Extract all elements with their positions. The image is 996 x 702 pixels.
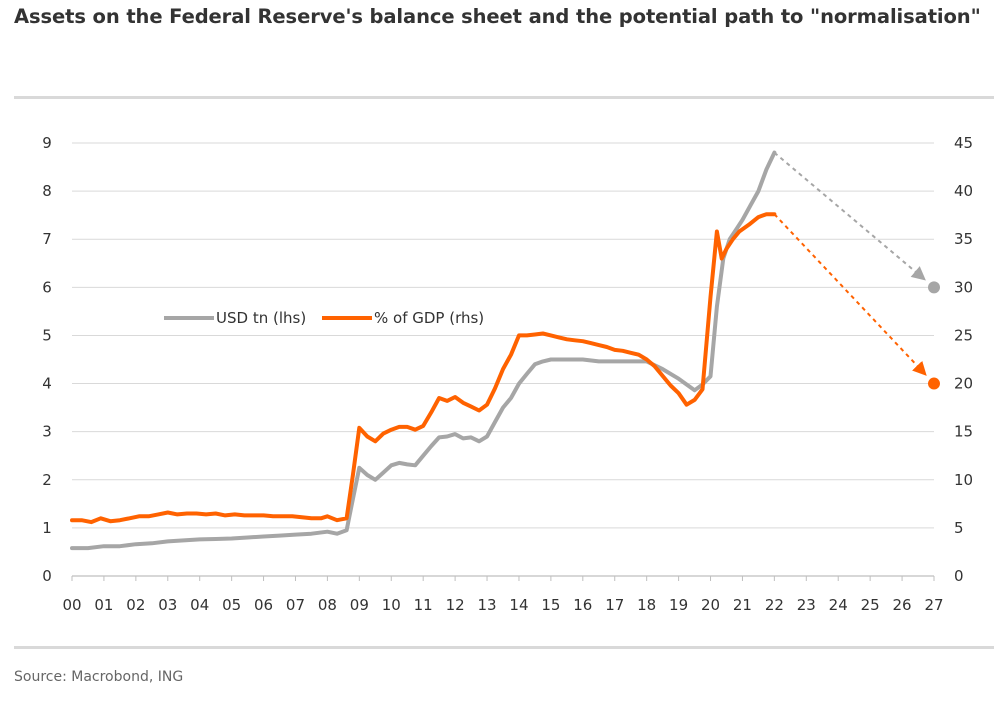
- x-tick-label: 08: [318, 596, 337, 614]
- source-note: Source: Macrobond, ING: [14, 669, 184, 685]
- left-tick-label: 6: [42, 278, 52, 296]
- left-tick-label: 0: [42, 567, 52, 585]
- right-tick-label: 5: [954, 519, 964, 537]
- left-tick-label: 5: [42, 326, 52, 344]
- series-lines: [70, 150, 777, 551]
- right-axis-ticks: 0 5 10 15 20 25 30 35 40 45: [954, 134, 973, 585]
- projection-arrow-usd: [773, 151, 926, 281]
- x-tick-label: 11: [414, 596, 433, 614]
- projections: [773, 151, 940, 390]
- x-tick-label: 05: [222, 596, 241, 614]
- x-tick-label: 18: [637, 596, 656, 614]
- x-tick-label: 25: [861, 596, 880, 614]
- grid-lines: [72, 142, 934, 529]
- x-tick-label: 21: [733, 596, 752, 614]
- chart-title: Assets on the Federal Reserve's balance …: [14, 5, 981, 28]
- x-tick-label: 00: [62, 596, 81, 614]
- x-tick-label: 14: [509, 596, 528, 614]
- x-tick-label: 27: [924, 596, 943, 614]
- projection-point-usd: [928, 281, 940, 294]
- legend-label-gdp: % of GDP (rhs): [374, 309, 484, 327]
- right-tick-label: 0: [954, 567, 964, 585]
- x-tick-label: 02: [126, 596, 145, 614]
- legend-label-usd: USD tn (lhs): [216, 309, 306, 327]
- right-tick-label: 20: [954, 375, 973, 393]
- x-tick-label: 24: [829, 596, 848, 614]
- x-tick-label: 15: [541, 596, 560, 614]
- x-axis-ticks: 00 01 02 03 04 05 06 07 08 09 10 11 12 13 14 15 16 17 18 19…: [62, 576, 944, 614]
- right-tick-label: 45: [954, 134, 973, 152]
- x-tick-label: 06: [254, 596, 273, 614]
- left-axis-ticks: 0 1 2 3 4 5 6 7 8 9: [42, 134, 52, 585]
- x-tick-label: 13: [477, 596, 496, 614]
- x-tick-label: 03: [158, 596, 177, 614]
- top-divider: [14, 96, 994, 99]
- left-tick-label: 3: [42, 423, 52, 441]
- right-tick-label: 40: [954, 182, 973, 200]
- legend: USD tn (lhs) % of GDP (rhs): [164, 309, 484, 327]
- projection-arrow-gdp: [773, 213, 927, 376]
- x-tick-label: 07: [286, 596, 305, 614]
- left-tick-label: 7: [42, 230, 52, 248]
- projection-point-gdp: [928, 377, 940, 390]
- bottom-divider: [14, 646, 994, 649]
- right-tick-label: 10: [954, 471, 973, 489]
- left-tick-label: 1: [42, 519, 52, 537]
- x-tick-label: 16: [573, 596, 592, 614]
- left-tick-label: 4: [42, 375, 52, 393]
- x-tick-label: 12: [446, 596, 465, 614]
- x-tick-label: 23: [797, 596, 816, 614]
- x-tick-label: 26: [893, 596, 912, 614]
- x-tick-label: 01: [94, 596, 113, 614]
- x-tick-label: 04: [190, 596, 209, 614]
- x-tick-label: 19: [669, 596, 688, 614]
- left-tick-label: 9: [42, 134, 52, 152]
- x-tick-label: 10: [382, 596, 401, 614]
- x-tick-label: 09: [350, 596, 369, 614]
- series-line-usd: [70, 150, 777, 551]
- right-tick-label: 25: [954, 326, 973, 344]
- right-tick-label: 30: [954, 278, 973, 296]
- right-tick-label: 35: [954, 230, 973, 248]
- x-tick-label: 20: [701, 596, 720, 614]
- right-tick-label: 15: [954, 423, 973, 441]
- series-line-gdp: [70, 212, 777, 525]
- x-tick-label: 17: [605, 596, 624, 614]
- left-tick-label: 2: [42, 471, 52, 489]
- left-tick-label: 8: [42, 182, 52, 200]
- x-tick-label: 22: [765, 596, 784, 614]
